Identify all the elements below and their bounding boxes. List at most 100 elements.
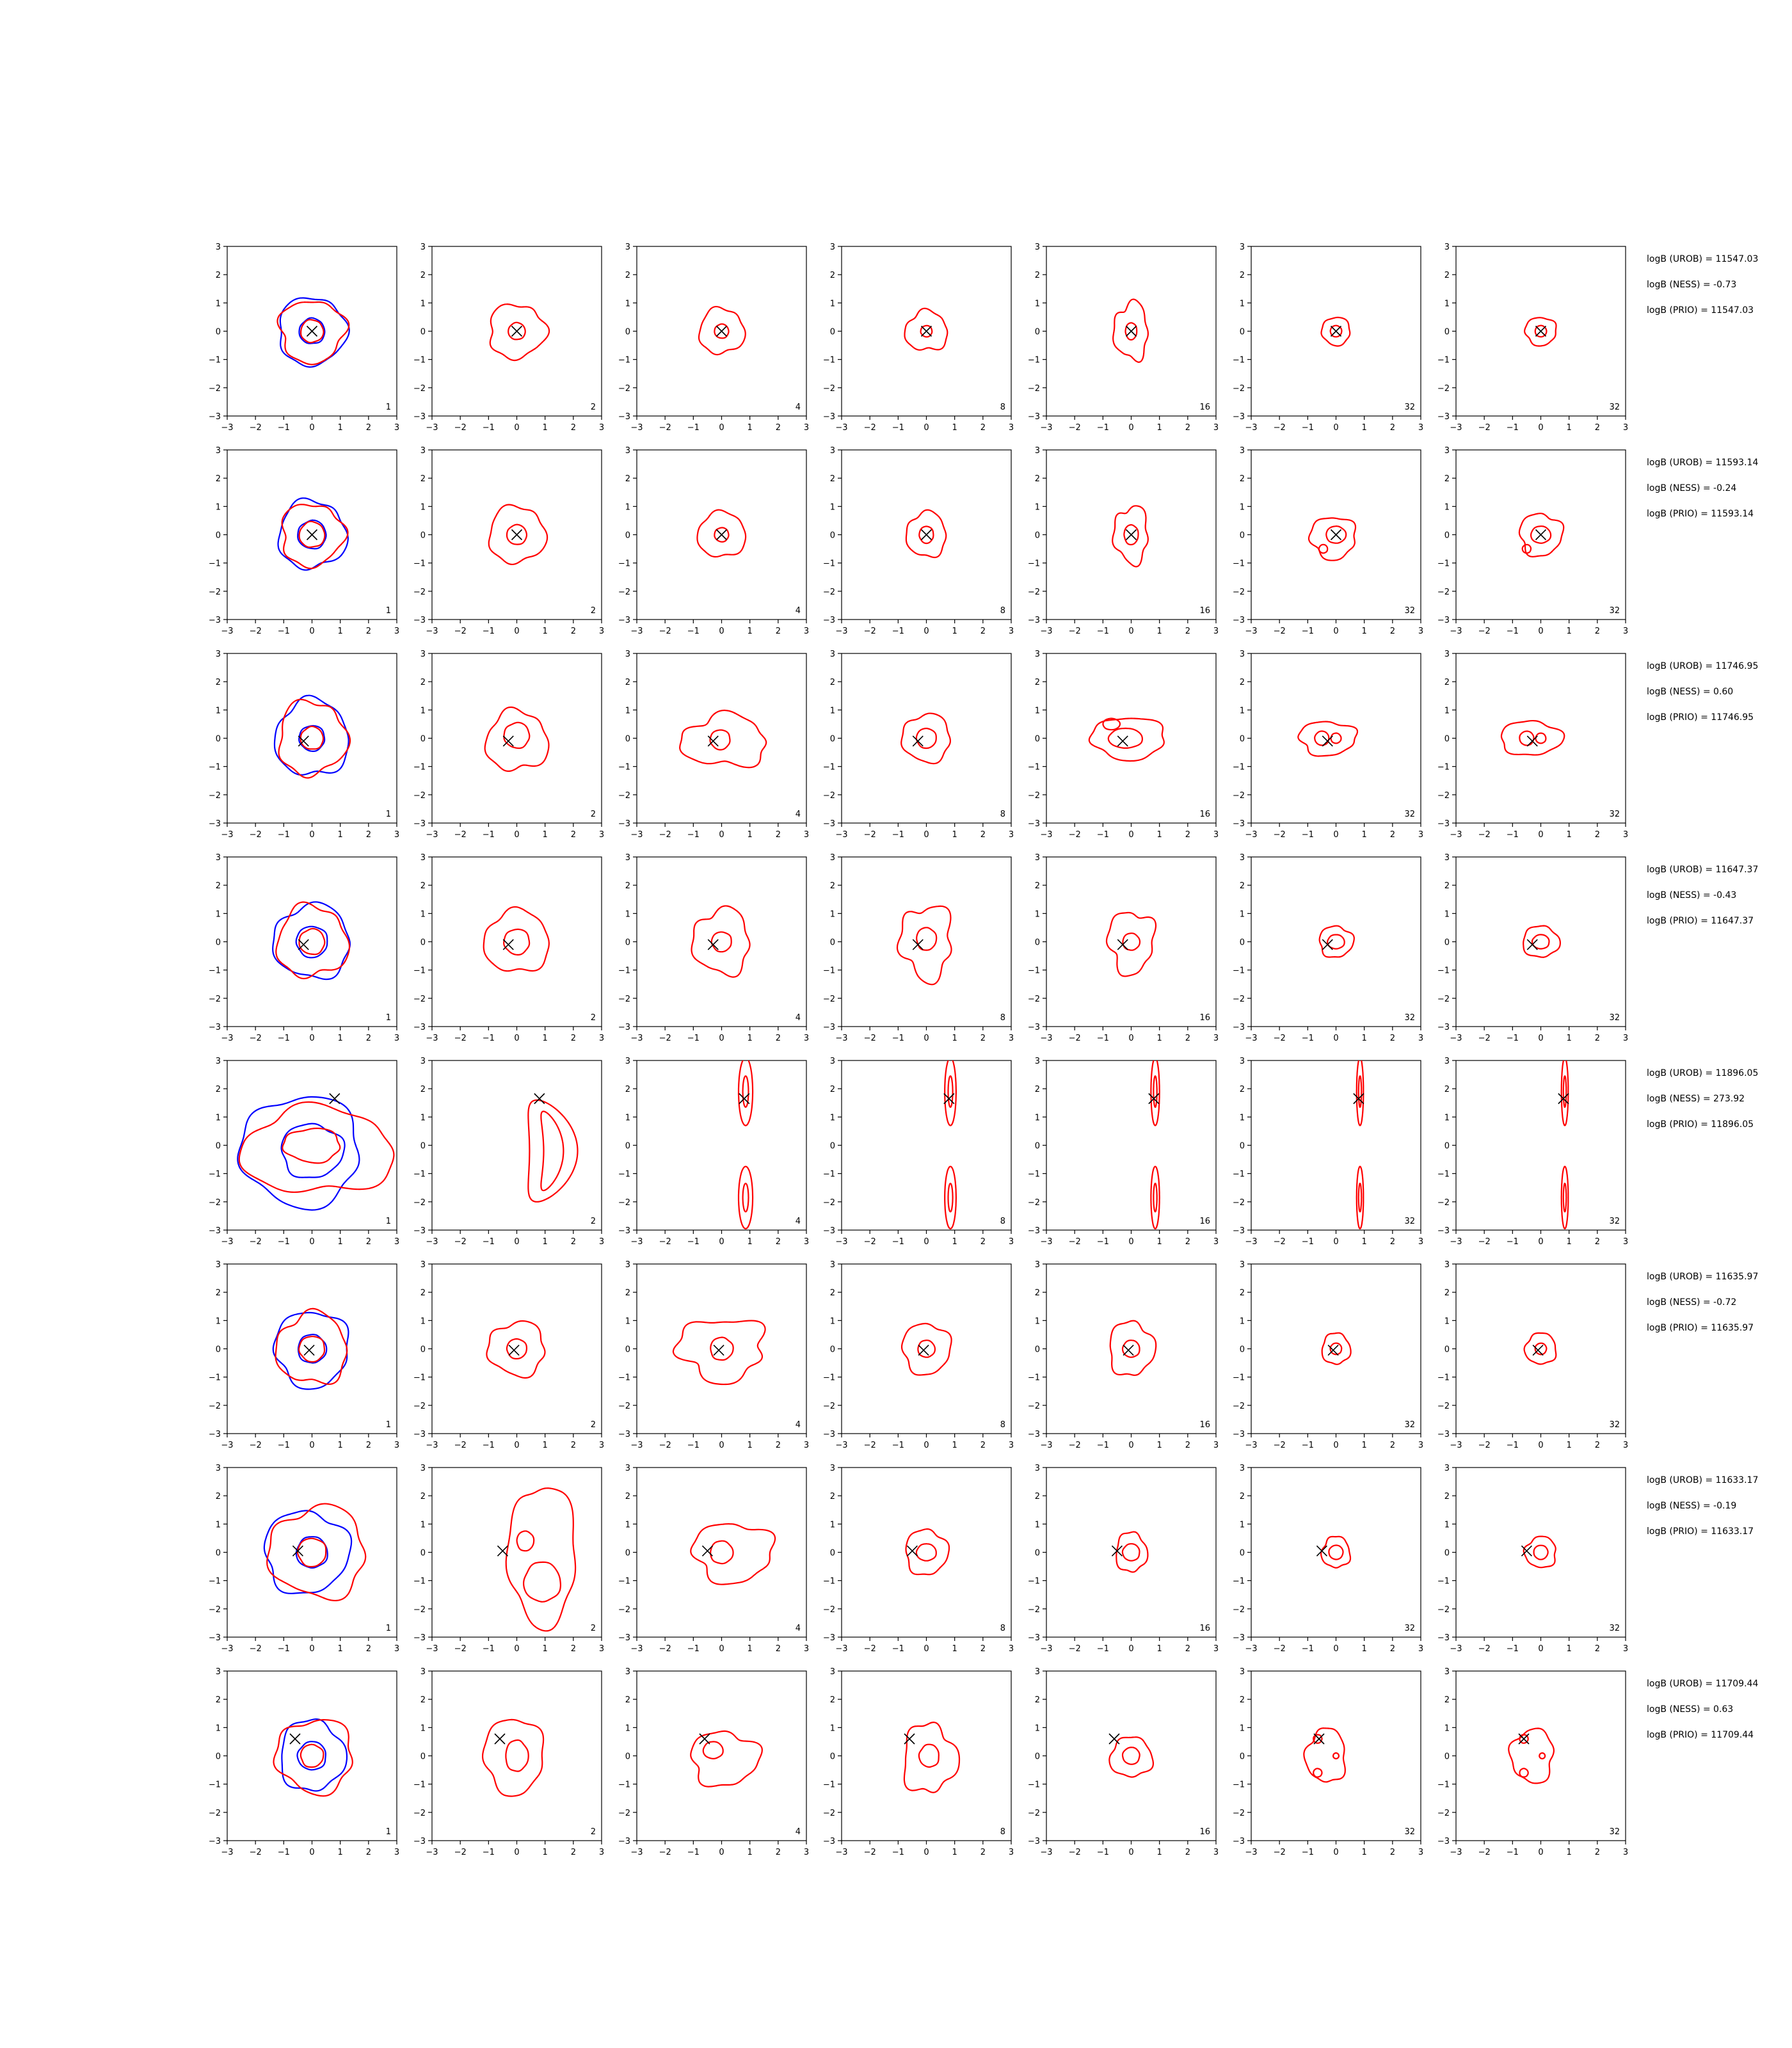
y-tick-label: −1	[618, 763, 630, 772]
x-tick-label: 1	[748, 1034, 753, 1043]
panel-r3-c2: −3 −2 −1 0 1 2 3 3 2 1 0 −1 −2 −3 2	[413, 650, 604, 840]
x-tick-label: 2	[571, 1441, 576, 1450]
y-tick-label: 2	[1444, 881, 1450, 891]
y-tick-label: −3	[1233, 1837, 1245, 1846]
y-tick-label: 0	[216, 938, 221, 948]
y-tick-label: −1	[1233, 763, 1245, 772]
y-tick-label: −1	[1437, 966, 1450, 976]
y-tick-label: −2	[1233, 1402, 1245, 1411]
x-tick-label: 2	[980, 627, 986, 636]
x-tick-label: −3	[426, 1237, 438, 1247]
y-tick-label: 2	[1240, 881, 1245, 891]
x-tick-label: 0	[719, 627, 724, 636]
red-contour	[1530, 525, 1552, 544]
panel-tag: 2	[591, 1013, 596, 1023]
y-tick-label: −2	[618, 1198, 630, 1208]
red-contour	[900, 1322, 952, 1376]
x-tick-label: −1	[278, 1441, 290, 1450]
plot-area	[672, 1320, 766, 1386]
y-tick-label: 2	[420, 271, 426, 280]
x-tick-label: −2	[454, 423, 467, 433]
x-marker	[918, 1345, 929, 1356]
red-contour	[296, 1537, 327, 1568]
y-tick-label: 2	[830, 1695, 835, 1705]
logb-stat: logB (UROB) = 11647.37	[1647, 865, 1758, 875]
y-tick-label: −3	[1437, 819, 1450, 829]
y-tick-label: 1	[830, 299, 835, 308]
blue-contour	[297, 519, 327, 550]
plot-area	[1320, 316, 1351, 347]
plot-area	[273, 1718, 353, 1797]
x-tick-label: 0	[514, 1441, 519, 1450]
x-tick-label: 1	[1157, 1441, 1162, 1450]
x-tick-label: 3	[1009, 627, 1014, 636]
red-contour	[900, 712, 952, 765]
y-tick-label: −3	[823, 1023, 835, 1032]
panel-tag: 32	[1404, 1013, 1415, 1023]
x-tick-label: 3	[1009, 1441, 1014, 1450]
x-tick-label: 0	[1538, 1237, 1543, 1247]
x-tick-label: −3	[426, 1034, 438, 1043]
x-marker	[1117, 939, 1128, 950]
panel-r8-c2: −3 −2 −1 0 1 2 3 3 2 1 0 −1 −2 −3 2	[413, 1667, 604, 1857]
x-tick-label: −3	[1245, 1644, 1257, 1654]
plot-area	[527, 1099, 579, 1203]
y-tick-label: 0	[420, 1549, 426, 1558]
y-tick-label: 3	[1035, 1260, 1040, 1270]
x-tick-label: 3	[1623, 1848, 1628, 1857]
y-tick-label: −1	[618, 1780, 630, 1790]
x-marker	[289, 1733, 301, 1745]
x-tick-label: −2	[659, 1034, 671, 1043]
y-tick-label: −1	[618, 1577, 630, 1587]
y-tick-label: 1	[830, 909, 835, 919]
y-tick-label: 2	[1035, 1085, 1040, 1094]
x-tick-label: −3	[221, 1441, 233, 1450]
x-tick-label: 2	[980, 1848, 986, 1857]
x-tick-label: 0	[924, 1237, 929, 1247]
y-tick-label: −1	[1028, 559, 1040, 569]
red-contour	[1320, 316, 1351, 347]
x-tick-label: −1	[483, 423, 495, 433]
y-tick-label: 3	[1035, 1667, 1040, 1677]
x-tick-label: 1	[1567, 1441, 1572, 1450]
x-tick-label: 1	[1567, 1848, 1572, 1857]
y-tick-label: 1	[1035, 1113, 1040, 1123]
red-contour	[266, 1503, 367, 1602]
red-contour	[947, 1075, 954, 1108]
x-tick-label: 3	[804, 1848, 809, 1857]
y-tick-label: −1	[413, 763, 426, 772]
logb-stat: logB (NESS) = -0.24	[1647, 483, 1736, 493]
x-tick-label: 0	[1128, 1034, 1133, 1043]
x-marker	[707, 939, 719, 950]
panel-tag: 16	[1199, 606, 1210, 616]
red-contour	[1533, 1544, 1549, 1560]
axes-frame	[1455, 1467, 1626, 1638]
axes-frame	[1046, 1670, 1217, 1841]
y-tick-label: 1	[625, 909, 630, 919]
x-tick-label: 3	[1213, 830, 1219, 840]
y-tick-label: −1	[823, 356, 835, 365]
y-tick-label: 3	[1035, 853, 1040, 863]
red-contour	[742, 1182, 749, 1213]
axes-frame	[431, 1670, 602, 1841]
y-tick-label: −1	[1028, 356, 1040, 365]
plot-area	[1109, 1320, 1157, 1376]
x-tick-label: 3	[804, 830, 809, 840]
red-contour	[1519, 1734, 1529, 1744]
plot-area	[690, 1523, 776, 1585]
y-tick-label: 3	[1444, 446, 1450, 456]
y-tick-label: 0	[1035, 938, 1040, 948]
x-tick-label: 2	[1390, 1034, 1395, 1043]
plot-area	[484, 706, 550, 772]
x-tick-label: 0	[719, 1441, 724, 1450]
y-tick-label: −2	[823, 1198, 835, 1208]
red-contour	[1107, 727, 1144, 749]
y-tick-label: 3	[420, 1057, 426, 1066]
red-contour	[1112, 298, 1149, 363]
y-tick-label: 0	[1240, 735, 1245, 744]
x-tick-label: −2	[1478, 1848, 1491, 1857]
x-tick-label: 3	[1623, 830, 1628, 840]
y-tick-label: 2	[420, 1085, 426, 1094]
blue-contour	[296, 1741, 326, 1771]
y-tick-label: −3	[618, 1226, 630, 1236]
